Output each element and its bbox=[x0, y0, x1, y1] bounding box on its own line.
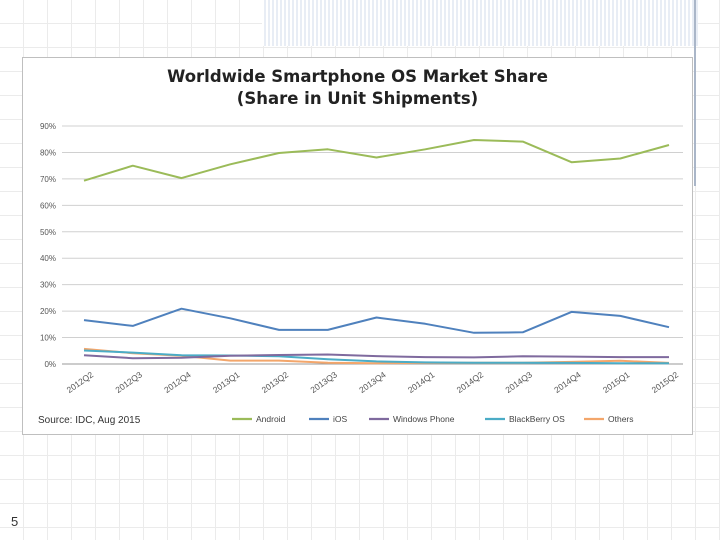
x-tick-label: 2015Q1 bbox=[601, 369, 632, 395]
chart-title-block: Worldwide Smartphone OS Market Share (Sh… bbox=[22, 66, 693, 110]
y-tick-label: 70% bbox=[40, 175, 56, 184]
x-tick-label: 2012Q2 bbox=[65, 369, 96, 395]
x-tick-label: 2014Q2 bbox=[455, 369, 486, 395]
legend-label: BlackBerry OS bbox=[509, 414, 565, 424]
legend-label: Others bbox=[608, 414, 634, 424]
x-tick-label: 2014Q3 bbox=[503, 369, 534, 395]
y-tick-label: 80% bbox=[40, 148, 56, 157]
x-tick-label: 2013Q2 bbox=[260, 369, 291, 395]
y-tick-label: 50% bbox=[40, 228, 56, 237]
chart-frame bbox=[22, 57, 693, 435]
legend-label: Windows Phone bbox=[393, 414, 455, 424]
x-tick-label: 2012Q4 bbox=[162, 369, 193, 395]
x-tick-label: 2014Q1 bbox=[406, 369, 437, 395]
y-tick-label: 60% bbox=[40, 201, 56, 210]
series-line-windows-phone bbox=[83, 353, 669, 360]
y-tick-label: 30% bbox=[40, 281, 56, 290]
legend-label: Android bbox=[256, 414, 286, 424]
x-tick-label: 2012Q3 bbox=[113, 369, 144, 395]
x-tick-label: 2013Q1 bbox=[211, 369, 242, 395]
source-note: Source: IDC, Aug 2015 bbox=[38, 415, 141, 426]
series-line-ios bbox=[83, 307, 670, 334]
x-tick-label: 2015Q2 bbox=[650, 369, 681, 395]
chart-title: Worldwide Smartphone OS Market Share bbox=[167, 67, 548, 86]
series-line-android bbox=[83, 139, 670, 182]
y-tick-label: 10% bbox=[40, 334, 56, 343]
x-tick-label: 2013Q3 bbox=[308, 369, 339, 395]
header-rule-decoration bbox=[694, 0, 696, 186]
x-tick-label: 2014Q4 bbox=[552, 369, 583, 395]
chart-subtitle: (Share in Unit Shipments) bbox=[236, 89, 479, 108]
legend-label: iOS bbox=[333, 414, 348, 424]
y-tick-label: 90% bbox=[40, 122, 56, 131]
y-tick-label: 40% bbox=[40, 254, 56, 263]
header-hatch-decoration bbox=[262, 0, 698, 46]
y-tick-label: 0% bbox=[44, 360, 56, 369]
x-tick-label: 2013Q4 bbox=[357, 369, 388, 395]
y-tick-label: 20% bbox=[40, 307, 56, 316]
page-number: 5 bbox=[11, 514, 19, 529]
series-line-blackberry-os bbox=[83, 349, 669, 365]
